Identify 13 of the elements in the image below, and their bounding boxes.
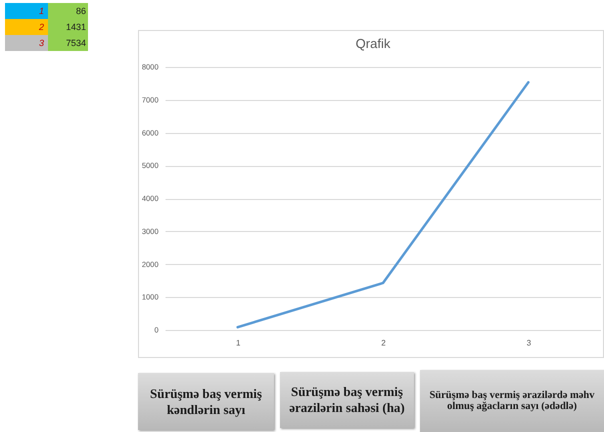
label-box: Sürüşmə baş vermiş ərazilərin sahəsi (ha) — [280, 372, 414, 428]
x-tick-label: 1 — [236, 338, 241, 348]
table-swatch: 2 — [5, 19, 48, 35]
table-cell: 86 — [48, 3, 88, 19]
table-swatch: 1 — [5, 3, 48, 19]
table-swatch: 3 — [5, 35, 48, 51]
label-box: Sürüşmə baş vermiş ərazilərdə məhv olmuş ağacların sayı (ədədlə) — [420, 370, 604, 432]
x-tick-label: 2 — [381, 338, 386, 348]
table-cell: 1431 — [48, 19, 88, 35]
label-box: Sürüşmə baş vermiş kəndlərin sayı — [138, 373, 274, 430]
table-cell: 7534 — [48, 35, 88, 51]
chart-title: Qrafik — [356, 36, 391, 51]
x-tick-label: 3 — [526, 338, 532, 348]
